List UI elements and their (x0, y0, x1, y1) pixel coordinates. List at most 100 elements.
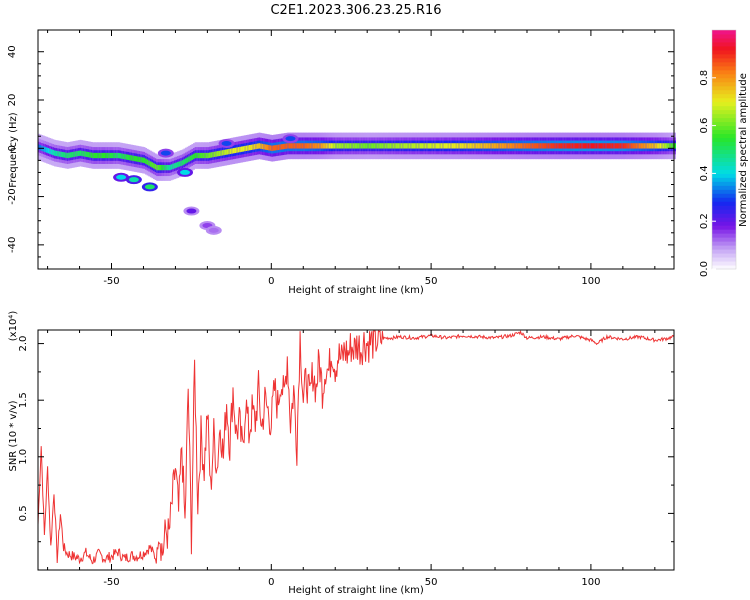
ridge-cell (578, 143, 581, 149)
colorbar-segment (712, 89, 736, 95)
ridge-cell (121, 153, 124, 159)
ridge-cell (252, 144, 255, 150)
ridge-cell (501, 143, 504, 149)
colorbar-segment (712, 53, 736, 59)
colorbar: 0.0 0.2 0.4 0.6 0.8 Normalized spectral ampli… (699, 29, 749, 277)
ridge-cell (528, 143, 531, 149)
ridge-cell (253, 144, 256, 150)
ridge-cell (608, 143, 611, 149)
ridge-cell (534, 143, 537, 149)
ridge-cell (300, 143, 303, 149)
ridge-cell (285, 143, 288, 149)
ridge-cell (53, 150, 56, 156)
ridge-cell (491, 143, 494, 149)
ridge-cell (105, 152, 108, 159)
ridge-cell (487, 143, 490, 149)
ridge-cell (464, 143, 467, 149)
side-feature (160, 150, 171, 156)
ridge-cell (279, 144, 282, 150)
colorbar-label: Normalized spectral amplitude (738, 73, 749, 227)
ridge-cell (371, 143, 374, 149)
ridge-cell (456, 143, 459, 149)
ridge-cell (453, 143, 456, 149)
ridge-cell (365, 143, 368, 149)
colorbar-segment (712, 97, 736, 103)
ridge-cell (156, 164, 159, 171)
y-tick-label: 1.0 (18, 449, 29, 465)
y-tick-label: 40 (7, 45, 18, 58)
ridge-cell (565, 143, 568, 149)
colorbar-segment (712, 93, 736, 99)
ridge-cell (477, 143, 480, 149)
side-feature (186, 208, 197, 214)
colorbar-segment (712, 229, 736, 234)
ridge-cell (546, 143, 549, 149)
colorbar-segment (712, 137, 736, 143)
ridge-cell (92, 152, 95, 159)
ridge-cell (630, 143, 633, 149)
colorbar-segment (712, 233, 736, 238)
colorbar-segment (712, 45, 736, 51)
x-axis-label: Height of straight line (km) (288, 285, 424, 296)
ridge-cell (674, 143, 676, 149)
y-tick-label: -20 (7, 188, 18, 204)
ridge-cell (640, 143, 643, 149)
x-tick-label: 0 (268, 577, 274, 588)
ridge-cell (667, 143, 670, 149)
ridge-cell (165, 164, 168, 171)
ridge-cell (106, 152, 109, 159)
ridge-cell (268, 145, 271, 151)
ridge-cell (162, 164, 165, 171)
ridge-cell (319, 143, 322, 149)
colorbar-segment (712, 145, 736, 150)
ridge-cell (284, 143, 287, 150)
ridge-cell (231, 148, 234, 154)
snr-frame (37, 329, 675, 571)
ridge-cell (362, 143, 365, 149)
ridge-cell (550, 143, 553, 149)
colorbar-segment (712, 153, 736, 158)
ridge-cell (600, 143, 603, 149)
ridge-cell (423, 143, 426, 149)
ridge-cell (49, 148, 52, 154)
ridge-cell (316, 143, 319, 149)
ridge-cell (338, 143, 341, 149)
ridge-cell (579, 143, 582, 149)
ridge-cell (197, 152, 200, 159)
ridge-cell (66, 152, 69, 159)
ridge-cell (421, 143, 424, 149)
ridge-cell (378, 143, 381, 149)
ridge-cell (181, 160, 184, 166)
ridge-cell (157, 164, 160, 171)
ridge-cell (635, 143, 638, 149)
ridge-cell (656, 143, 659, 149)
ridge-cell (440, 143, 443, 149)
ridge-cell (357, 143, 360, 149)
ridge-cell (670, 143, 673, 149)
ridge-cell (395, 143, 398, 149)
ridge-cell (330, 143, 333, 149)
ridge-cell (370, 143, 373, 149)
snr-line (37, 329, 675, 565)
colorbar-segment (712, 209, 736, 214)
ridge-cell (560, 143, 563, 149)
ridge-cell (373, 143, 376, 149)
ridge-cell (618, 143, 621, 149)
ridge-cell (522, 143, 525, 149)
ridge-cell (483, 143, 486, 149)
ridge-cell (57, 151, 60, 157)
x-tick-label: 50 (425, 577, 438, 588)
ridge-cell (669, 143, 672, 149)
colorbar-segment (712, 117, 736, 123)
ridge-cell (637, 143, 640, 149)
ridge-cell (411, 143, 414, 149)
ridge-cell (234, 147, 237, 154)
ridge-cell (416, 143, 419, 149)
ridge-cell (576, 143, 579, 149)
ridge-cell (239, 146, 242, 153)
ridge-cell (263, 144, 266, 150)
ridge-cell (333, 143, 336, 149)
ridge-cell (526, 143, 529, 149)
ridge-cell (547, 143, 550, 149)
ridge-cell (301, 143, 304, 149)
